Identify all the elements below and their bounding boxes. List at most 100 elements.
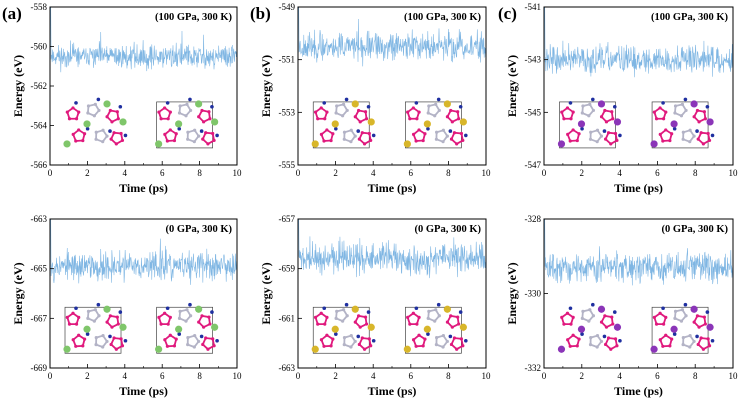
n-end-atom [96, 97, 101, 102]
n-end-atom [118, 310, 123, 314]
metal-atom [690, 100, 698, 108]
n-atom [101, 140, 105, 144]
n-atom [681, 137, 685, 141]
n-atom [353, 320, 357, 324]
x-tick-label: 10 [729, 371, 739, 381]
n-atom [184, 319, 188, 323]
n-atom [349, 345, 353, 349]
x-tick-label: 0 [48, 168, 53, 178]
x-tick-label: 0 [296, 168, 301, 178]
n-end-atom [436, 97, 441, 102]
plot-c-bottom: 0 2 4 6 8 10 -332 -330 -328 Time (ps) Energy (eV) (… [505, 214, 738, 398]
x-tick-label: 2 [85, 371, 90, 381]
y-tick-label: -551 [279, 55, 296, 65]
n-atom [610, 110, 614, 114]
n-end-atom [199, 334, 204, 339]
n-atom [212, 344, 216, 348]
y-tick-label: -543 [525, 55, 542, 65]
crystal-inset-0 [311, 97, 376, 149]
n-end-atom [464, 133, 468, 138]
n-atom [358, 325, 362, 329]
n-atom [325, 333, 329, 337]
n-atom [595, 128, 600, 132]
n-end-atom [458, 104, 463, 109]
n-atom [357, 342, 361, 347]
metal-atom [459, 118, 467, 126]
condition-label: (0 GPa, 300 K) [166, 224, 233, 235]
n-atom [97, 314, 101, 318]
n-atom [688, 345, 692, 349]
n-atom [74, 322, 79, 326]
y-tick-label: -566 [31, 160, 48, 170]
n-atom [423, 132, 427, 136]
n-atom [571, 110, 575, 114]
n-atom [580, 316, 584, 320]
n-atom [197, 339, 201, 344]
n-end-atom [74, 306, 78, 311]
n-atom [599, 115, 604, 119]
n-atom [101, 128, 105, 132]
metal-atom [597, 100, 606, 108]
n-end-atom [123, 338, 128, 343]
n-atom [325, 110, 329, 114]
metal-atom [403, 140, 411, 148]
n-atom [112, 336, 116, 340]
n-atom [356, 108, 361, 113]
n-atom [701, 142, 705, 146]
n-atom [159, 322, 163, 326]
n-atom [589, 130, 593, 134]
n-atom [197, 134, 201, 138]
n-atom [684, 108, 688, 113]
metal-atom [83, 325, 91, 333]
n-atom [452, 131, 457, 135]
x-tick-label: 0 [48, 371, 53, 381]
n-end-atom [356, 129, 361, 133]
n-atom [702, 110, 706, 114]
n-atom [455, 347, 459, 351]
n-atom [201, 137, 205, 141]
n-atom [421, 344, 425, 348]
n-atom [335, 309, 339, 313]
n-end-atom [672, 126, 677, 131]
n-end-atom [108, 334, 112, 339]
n-end-atom [591, 97, 595, 102]
n-atom [86, 111, 90, 115]
n-end-atom [612, 310, 617, 314]
n-atom [94, 335, 98, 340]
n-atom [163, 338, 167, 342]
series-energy [544, 218, 734, 286]
n-atom [450, 120, 454, 124]
n-end-atom [85, 332, 90, 336]
x-tick-label: 8 [693, 168, 698, 178]
n-atom [568, 344, 572, 348]
x-tick-label: 2 [333, 371, 338, 381]
n-atom [434, 343, 439, 347]
n-atom [97, 108, 101, 113]
n-atom [455, 142, 459, 146]
n-atom [673, 104, 678, 108]
x-tick-label: 6 [160, 168, 165, 178]
unit-cell-outline [405, 101, 462, 149]
n-atom [449, 137, 454, 141]
y-axis-label: Energy (eV) [505, 55, 519, 117]
n-atom [322, 139, 326, 143]
condition-label: (0 GPa, 300 K) [415, 224, 482, 235]
n-atom [166, 117, 170, 121]
n-end-atom [602, 129, 607, 133]
n-atom [186, 335, 190, 340]
n-atom [703, 322, 707, 326]
n-atom [105, 115, 109, 119]
n-atom [353, 115, 357, 119]
n-atom [186, 130, 190, 134]
crystal-inset-0 [557, 302, 622, 353]
unit-cell-outline [312, 306, 370, 354]
n-atom [71, 338, 75, 342]
n-atom [322, 344, 326, 348]
n-atom [664, 128, 668, 132]
n-atom [417, 128, 421, 132]
n5-ring [406, 312, 421, 326]
n-end-atom [344, 97, 349, 102]
n-atom [565, 311, 570, 315]
n-atom [692, 115, 696, 119]
n-atom [421, 138, 425, 143]
